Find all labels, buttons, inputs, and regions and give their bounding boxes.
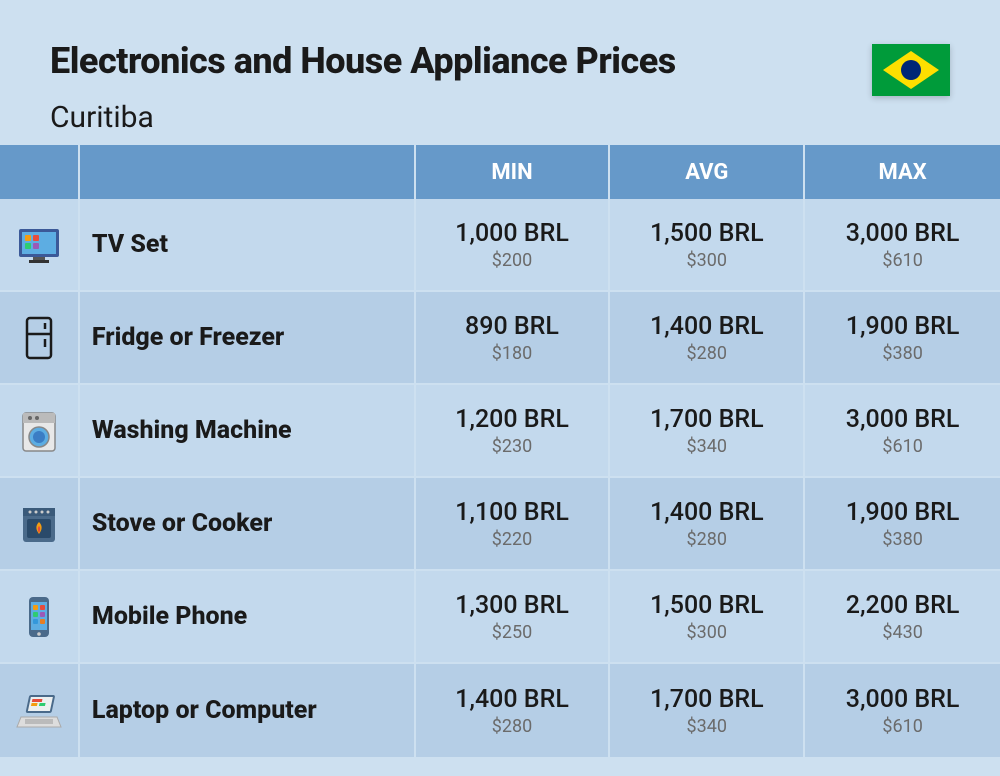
table-row: TV Set1,000 BRL$2001,500 BRL$3003,000 BR… — [0, 199, 1000, 292]
min-brl: 1,300 BRL — [455, 591, 569, 620]
laptop-icon — [14, 686, 64, 736]
mobile-phone-icon — [14, 592, 64, 642]
min-usd: $250 — [492, 622, 532, 643]
row-max-cell: 3,000 BRL$610 — [805, 199, 1000, 290]
row-avg-cell: 1,500 BRL$300 — [610, 571, 805, 662]
stove-icon — [14, 499, 64, 549]
avg-usd: $340 — [687, 436, 727, 457]
avg-brl: 1,400 BRL — [650, 312, 764, 341]
row-name: Laptop or Computer — [80, 664, 416, 757]
table-row: Mobile Phone1,300 BRL$2501,500 BRL$3002,… — [0, 571, 1000, 664]
col-min-header: MIN — [416, 145, 611, 199]
max-usd: $380 — [882, 529, 922, 550]
row-icon-cell — [0, 478, 80, 569]
max-usd: $610 — [882, 716, 922, 737]
max-usd: $610 — [882, 250, 922, 271]
row-name: Mobile Phone — [80, 571, 416, 662]
row-icon-cell — [0, 385, 80, 476]
max-brl: 3,000 BRL — [846, 219, 960, 248]
washing-machine-icon — [14, 406, 64, 456]
title-block: Electronics and House Appliance Prices C… — [50, 40, 676, 135]
row-icon-cell — [0, 199, 80, 290]
max-brl: 1,900 BRL — [846, 498, 960, 527]
min-brl: 1,100 BRL — [455, 498, 569, 527]
row-avg-cell: 1,500 BRL$300 — [610, 199, 805, 290]
col-icon-header — [0, 145, 80, 199]
row-min-cell: 1,100 BRL$220 — [416, 478, 611, 569]
row-max-cell: 2,200 BRL$430 — [805, 571, 1000, 662]
avg-brl: 1,700 BRL — [650, 685, 764, 714]
max-brl: 3,000 BRL — [846, 405, 960, 434]
table-row: Laptop or Computer1,400 BRL$2801,700 BRL… — [0, 664, 1000, 757]
col-avg-header: AVG — [610, 145, 805, 199]
row-name: Stove or Cooker — [80, 478, 416, 569]
fridge-icon — [14, 313, 64, 363]
row-avg-cell: 1,400 BRL$280 — [610, 478, 805, 569]
row-icon-cell — [0, 292, 80, 383]
row-min-cell: 1,400 BRL$280 — [416, 664, 611, 757]
row-max-cell: 1,900 BRL$380 — [805, 478, 1000, 569]
table-header-row: MIN AVG MAX — [0, 145, 1000, 199]
table-row: Fridge or Freezer890 BRL$1801,400 BRL$28… — [0, 292, 1000, 385]
brazil-flag-icon — [872, 44, 950, 96]
min-usd: $280 — [492, 716, 532, 737]
price-table: MIN AVG MAX TV Set1,000 BRL$2001,500 BRL… — [0, 145, 1000, 757]
max-brl: 3,000 BRL — [846, 685, 960, 714]
row-min-cell: 1,200 BRL$230 — [416, 385, 611, 476]
row-max-cell: 1,900 BRL$380 — [805, 292, 1000, 383]
min-usd: $230 — [492, 436, 532, 457]
row-min-cell: 1,000 BRL$200 — [416, 199, 611, 290]
avg-usd: $300 — [687, 622, 727, 643]
table-row: Stove or Cooker1,100 BRL$2201,400 BRL$28… — [0, 478, 1000, 571]
min-brl: 1,200 BRL — [455, 405, 569, 434]
row-name: TV Set — [80, 199, 416, 290]
col-name-header — [80, 145, 416, 199]
page-title: Electronics and House Appliance Prices — [50, 40, 676, 82]
max-brl: 1,900 BRL — [846, 312, 960, 341]
min-brl: 890 BRL — [465, 312, 559, 341]
row-name: Fridge or Freezer — [80, 292, 416, 383]
avg-brl: 1,400 BRL — [650, 498, 764, 527]
avg-usd: $280 — [687, 343, 727, 364]
row-avg-cell: 1,700 BRL$340 — [610, 385, 805, 476]
header: Electronics and House Appliance Prices C… — [0, 0, 1000, 145]
min-brl: 1,000 BRL — [455, 219, 569, 248]
page-subtitle: Curitiba — [50, 100, 676, 135]
row-max-cell: 3,000 BRL$610 — [805, 664, 1000, 757]
row-name: Washing Machine — [80, 385, 416, 476]
row-max-cell: 3,000 BRL$610 — [805, 385, 1000, 476]
avg-usd: $280 — [687, 529, 727, 550]
max-usd: $380 — [882, 343, 922, 364]
row-min-cell: 890 BRL$180 — [416, 292, 611, 383]
row-avg-cell: 1,400 BRL$280 — [610, 292, 805, 383]
row-icon-cell — [0, 664, 80, 757]
max-usd: $430 — [882, 622, 922, 643]
avg-usd: $340 — [687, 716, 727, 737]
max-usd: $610 — [882, 436, 922, 457]
avg-brl: 1,500 BRL — [650, 219, 764, 248]
row-min-cell: 1,300 BRL$250 — [416, 571, 611, 662]
row-icon-cell — [0, 571, 80, 662]
col-max-header: MAX — [805, 145, 1000, 199]
avg-brl: 1,500 BRL — [650, 591, 764, 620]
max-brl: 2,200 BRL — [846, 591, 960, 620]
avg-usd: $300 — [687, 250, 727, 271]
min-usd: $180 — [492, 343, 532, 364]
min-usd: $200 — [492, 250, 532, 271]
row-avg-cell: 1,700 BRL$340 — [610, 664, 805, 757]
avg-brl: 1,700 BRL — [650, 405, 764, 434]
tv-icon — [14, 220, 64, 270]
min-usd: $220 — [492, 529, 532, 550]
table-row: Washing Machine1,200 BRL$2301,700 BRL$34… — [0, 385, 1000, 478]
min-brl: 1,400 BRL — [455, 685, 569, 714]
